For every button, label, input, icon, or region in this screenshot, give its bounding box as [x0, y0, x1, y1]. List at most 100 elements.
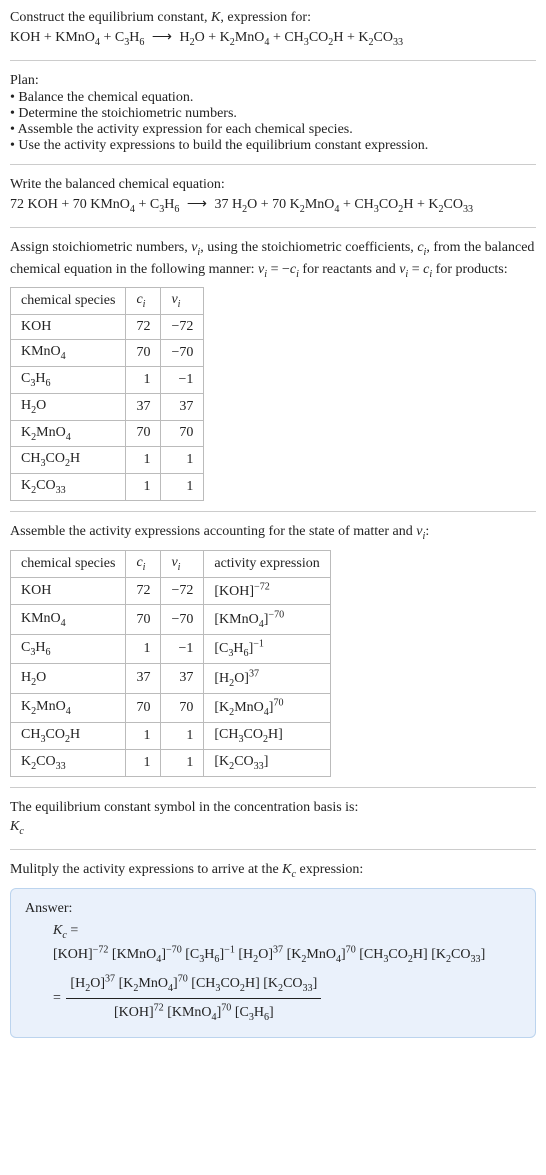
table-row: KMnO470−70 — [11, 340, 204, 367]
kc-symbol-block: The equilibrium constant symbol in the c… — [10, 798, 536, 840]
kc-text: The equilibrium constant symbol in the c… — [10, 798, 536, 818]
answer-box: Answer: Kc = [KOH]−72 [KMnO4]−70 [C3H6]−… — [10, 888, 536, 1038]
divider — [10, 787, 536, 788]
kc-symbol: Kc — [10, 817, 536, 839]
v-cell: −1 — [161, 634, 204, 663]
plan-item: Assemble the activity expression for eac… — [10, 122, 536, 138]
species-cell: K2CO33 — [11, 749, 126, 776]
plan-item: Determine the stoichiometric numbers. — [10, 106, 536, 122]
c-cell: 1 — [126, 723, 161, 750]
divider — [10, 60, 536, 61]
answer-fraction-line: = [H2O]37 [K2MnO4]70 [CH3CO2H] [K2CO33][… — [25, 969, 521, 1027]
c-cell: 70 — [126, 693, 161, 722]
activity-table: chemical speciesciνiactivity expressionK… — [10, 550, 331, 777]
table-row: K2MnO47070[K2MnO4]70 — [11, 693, 331, 722]
species-cell: CH3CO2H — [11, 447, 126, 474]
v-cell: −70 — [161, 340, 204, 367]
table-row: H2O3737[H2O]37 — [11, 664, 331, 693]
plan-item: Use the activity expressions to build th… — [10, 138, 536, 154]
species-cell: C3H6 — [11, 367, 126, 394]
divider — [10, 511, 536, 512]
balanced-equation: 72 KOH + 70 KMnO4 + C3H6 ⟶ 37 H2O + 70 K… — [10, 195, 536, 217]
activity-cell: [KMnO4]−70 — [204, 605, 330, 634]
plan-block: Plan: Balance the chemical equation.Dete… — [10, 71, 536, 155]
table-header: activity expression — [204, 550, 330, 577]
c-cell: 1 — [126, 447, 161, 474]
c-cell: 1 — [126, 474, 161, 501]
c-cell: 72 — [126, 577, 161, 605]
c-cell: 37 — [126, 664, 161, 693]
v-cell: 1 — [161, 447, 204, 474]
c-cell: 72 — [126, 315, 161, 340]
assemble-block: Assemble the activity expressions accoun… — [10, 522, 536, 777]
table-row: C3H61−1 — [11, 367, 204, 394]
activity-cell: [K2CO33] — [204, 749, 330, 776]
species-cell: K2MnO4 — [11, 693, 126, 722]
table-row: K2CO3311 — [11, 474, 204, 501]
table-header: ci — [126, 288, 161, 315]
c-cell: 70 — [126, 420, 161, 447]
species-cell: C3H6 — [11, 634, 126, 663]
activity-cell: [KOH]−72 — [204, 577, 330, 605]
table-header: νi — [161, 288, 204, 315]
species-cell: H2O — [11, 393, 126, 420]
table-header: chemical species — [11, 550, 126, 577]
table-row: CH3CO2H11 — [11, 447, 204, 474]
answer-product-line: [KOH]−72 [KMnO4]−70 [C3H6]−1 [H2O]37 [K2… — [25, 941, 521, 970]
table-row: KOH72−72[KOH]−72 — [11, 577, 331, 605]
v-cell: 70 — [161, 693, 204, 722]
v-cell: 1 — [161, 474, 204, 501]
v-cell: −1 — [161, 367, 204, 394]
prompt-post: , expression for: — [220, 10, 311, 25]
table-header: ci — [126, 550, 161, 577]
species-cell: KOH — [11, 577, 126, 605]
c-cell: 1 — [126, 367, 161, 394]
species-cell: KMnO4 — [11, 340, 126, 367]
c-cell: 70 — [126, 340, 161, 367]
activity-cell: [C3H6]−1 — [204, 634, 330, 663]
multiply-text: Mulitply the activity expressions to arr… — [10, 860, 536, 882]
v-cell: 1 — [161, 723, 204, 750]
v-cell: −72 — [161, 577, 204, 605]
activity-cell: [K2MnO4]70 — [204, 693, 330, 722]
divider — [10, 849, 536, 850]
divider — [10, 227, 536, 228]
table-row: C3H61−1[C3H6]−1 — [11, 634, 331, 663]
species-cell: K2MnO4 — [11, 420, 126, 447]
plan-heading: Plan: — [10, 71, 536, 91]
table-row: K2MnO47070 — [11, 420, 204, 447]
v-cell: −70 — [161, 605, 204, 634]
v-cell: 37 — [161, 664, 204, 693]
species-cell: KMnO4 — [11, 605, 126, 634]
c-cell: 1 — [126, 634, 161, 663]
activity-cell: [H2O]37 — [204, 664, 330, 693]
prompt-text: Construct the equilibrium constant, K, e… — [10, 8, 536, 28]
v-cell: −72 — [161, 315, 204, 340]
multiply-block: Mulitply the activity expressions to arr… — [10, 860, 536, 882]
table-row: K2CO3311[K2CO33] — [11, 749, 331, 776]
answer-kc-line: Kc = — [25, 923, 521, 941]
table-header: chemical species — [11, 288, 126, 315]
c-cell: 1 — [126, 749, 161, 776]
table-row: KMnO470−70[KMnO4]−70 — [11, 605, 331, 634]
table-row: H2O3737 — [11, 393, 204, 420]
assign-text: Assign stoichiometric numbers, νi, using… — [10, 238, 536, 282]
divider — [10, 164, 536, 165]
v-cell: 37 — [161, 393, 204, 420]
table-row: CH3CO2H11[CH3CO2H] — [11, 723, 331, 750]
unbalanced-equation: KOH + KMnO4 + C3H6 ⟶ H2O + K2MnO4 + CH3C… — [10, 28, 536, 50]
species-cell: CH3CO2H — [11, 723, 126, 750]
v-cell: 1 — [161, 749, 204, 776]
prompt-pre: Construct the equilibrium constant, — [10, 10, 211, 25]
table-header: νi — [161, 550, 204, 577]
balanced-heading: Write the balanced chemical equation: — [10, 175, 536, 195]
assign-block: Assign stoichiometric numbers, νi, using… — [10, 238, 536, 501]
prompt-block: Construct the equilibrium constant, K, e… — [10, 8, 536, 50]
balanced-block: Write the balanced chemical equation: 72… — [10, 175, 536, 217]
species-cell: KOH — [11, 315, 126, 340]
c-cell: 37 — [126, 393, 161, 420]
c-cell: 70 — [126, 605, 161, 634]
species-cell: H2O — [11, 664, 126, 693]
k-symbol: K — [211, 10, 220, 25]
v-cell: 70 — [161, 420, 204, 447]
